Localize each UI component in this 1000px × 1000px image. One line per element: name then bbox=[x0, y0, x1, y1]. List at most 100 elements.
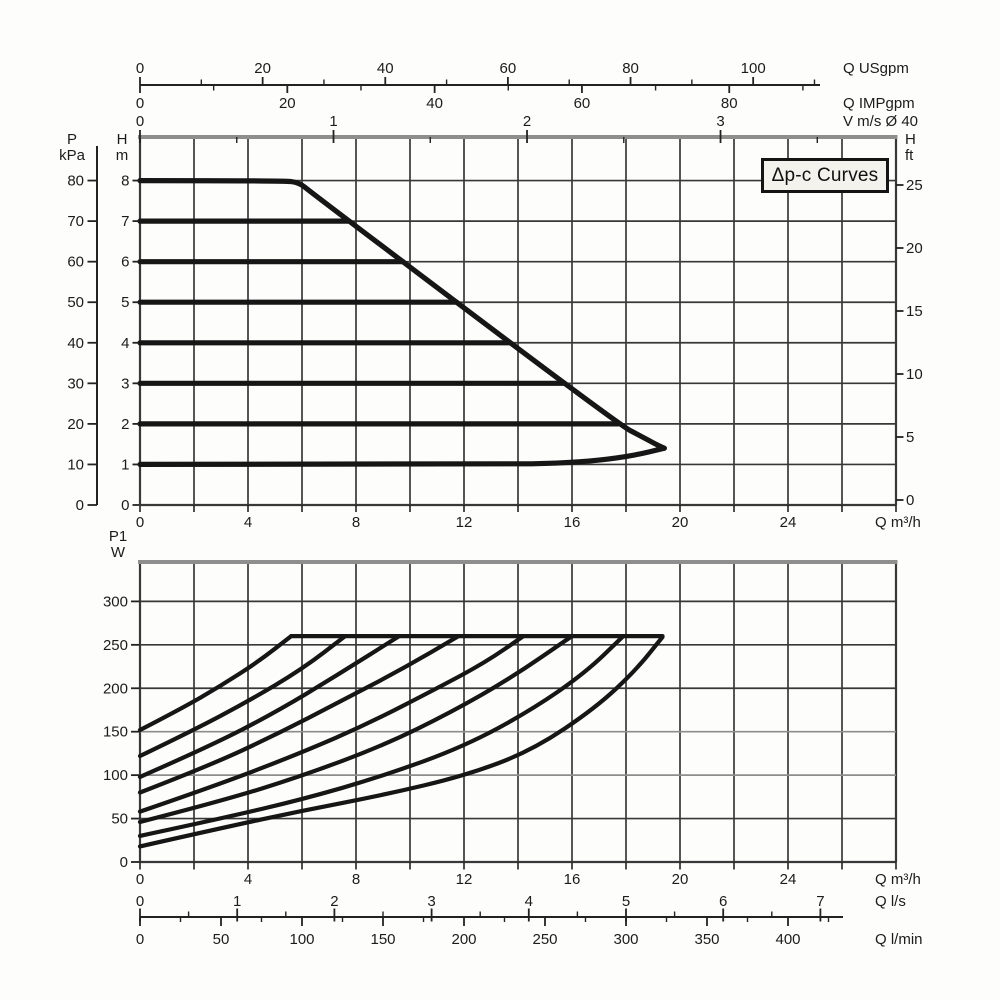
svg-text:3: 3 bbox=[716, 113, 724, 130]
svg-text:100: 100 bbox=[289, 931, 314, 948]
svg-text:0: 0 bbox=[136, 60, 144, 77]
svg-text:12: 12 bbox=[456, 871, 473, 888]
svg-text:30: 30 bbox=[67, 375, 84, 392]
svg-text:0: 0 bbox=[136, 871, 144, 888]
svg-text:0: 0 bbox=[120, 854, 128, 871]
svg-text:0: 0 bbox=[136, 113, 144, 130]
svg-text:8: 8 bbox=[352, 871, 360, 888]
curve-p1-h7 bbox=[137, 634, 348, 759]
curve-p1-h4 bbox=[137, 634, 526, 814]
svg-text:24: 24 bbox=[780, 514, 797, 531]
svg-text:3: 3 bbox=[427, 893, 435, 910]
svg-text:4: 4 bbox=[525, 893, 533, 910]
svg-text:2: 2 bbox=[523, 113, 531, 130]
svg-text:Q m³/h: Q m³/h bbox=[875, 871, 921, 888]
svg-text:3: 3 bbox=[121, 375, 129, 392]
svg-text:Q l/s: Q l/s bbox=[875, 893, 906, 910]
svg-text:6: 6 bbox=[121, 254, 129, 271]
head-axis-unit-right: ft bbox=[905, 147, 914, 164]
svg-text:0: 0 bbox=[76, 497, 84, 514]
svg-text:25: 25 bbox=[906, 177, 923, 194]
curve-p1-h2 bbox=[137, 634, 626, 838]
svg-text:4: 4 bbox=[121, 335, 129, 352]
svg-text:Q m³/h: Q m³/h bbox=[875, 514, 921, 531]
svg-text:150: 150 bbox=[103, 724, 128, 741]
svg-text:V m/s Ø 40: V m/s Ø 40 bbox=[843, 113, 918, 130]
svg-text:10: 10 bbox=[906, 366, 923, 383]
svg-text:60: 60 bbox=[500, 60, 517, 77]
svg-text:400: 400 bbox=[775, 931, 800, 948]
head-axis-symbol-right: H bbox=[905, 131, 916, 148]
svg-text:16: 16 bbox=[564, 514, 581, 531]
svg-text:200: 200 bbox=[451, 931, 476, 948]
svg-text:50: 50 bbox=[67, 294, 84, 311]
head-axis-header-left: H m bbox=[107, 132, 137, 164]
svg-text:0: 0 bbox=[121, 497, 129, 514]
power-axis-unit: W bbox=[110, 544, 126, 561]
curve-p1-h1 bbox=[137, 634, 665, 849]
svg-text:20: 20 bbox=[672, 514, 689, 531]
svg-text:4: 4 bbox=[244, 514, 252, 531]
svg-text:0: 0 bbox=[136, 95, 144, 112]
svg-text:60: 60 bbox=[574, 95, 591, 112]
svg-text:100: 100 bbox=[741, 60, 766, 77]
svg-text:12: 12 bbox=[456, 514, 473, 531]
svg-text:300: 300 bbox=[613, 931, 638, 948]
svg-text:40: 40 bbox=[377, 60, 394, 77]
curve-p1-h3 bbox=[137, 634, 575, 825]
svg-text:0: 0 bbox=[136, 893, 144, 910]
svg-text:80: 80 bbox=[622, 60, 639, 77]
svg-text:16: 16 bbox=[564, 871, 581, 888]
svg-text:5: 5 bbox=[906, 429, 914, 446]
svg-text:7: 7 bbox=[121, 213, 129, 230]
svg-text:350: 350 bbox=[694, 931, 719, 948]
dp-c-curves-label: Δp-c Curves bbox=[771, 164, 879, 186]
svg-text:40: 40 bbox=[426, 95, 443, 112]
pressure-axis-unit: kPa bbox=[59, 147, 85, 164]
svg-text:10: 10 bbox=[67, 456, 84, 473]
svg-text:100: 100 bbox=[103, 767, 128, 784]
svg-text:40: 40 bbox=[67, 335, 84, 352]
curve-p1-h8 bbox=[137, 634, 294, 733]
svg-text:300: 300 bbox=[103, 593, 128, 610]
svg-text:50: 50 bbox=[213, 931, 230, 948]
svg-text:70: 70 bbox=[67, 213, 84, 230]
svg-text:1: 1 bbox=[329, 113, 337, 130]
power-axis-symbol: P1 bbox=[108, 528, 128, 545]
svg-text:2: 2 bbox=[121, 416, 129, 433]
head-axis-header-right: H ft bbox=[905, 132, 935, 164]
svg-text:5: 5 bbox=[121, 294, 129, 311]
svg-text:4: 4 bbox=[244, 871, 252, 888]
svg-text:150: 150 bbox=[370, 931, 395, 948]
curve-h8-and-max-envelope bbox=[137, 178, 667, 451]
svg-text:2: 2 bbox=[330, 893, 338, 910]
dp-c-curves-label-box: Δp-c Curves bbox=[761, 158, 889, 193]
svg-text:0: 0 bbox=[136, 514, 144, 531]
svg-text:1: 1 bbox=[121, 456, 129, 473]
curve-p1-h5 bbox=[137, 634, 461, 795]
svg-text:20: 20 bbox=[67, 416, 84, 433]
svg-text:8: 8 bbox=[352, 514, 360, 531]
svg-text:15: 15 bbox=[906, 303, 923, 320]
svg-text:24: 24 bbox=[780, 871, 797, 888]
svg-text:20: 20 bbox=[254, 60, 271, 77]
svg-text:80: 80 bbox=[67, 173, 84, 190]
curve-p1-h6 bbox=[137, 634, 402, 779]
svg-text:0: 0 bbox=[136, 931, 144, 948]
svg-text:Q USgpm: Q USgpm bbox=[843, 60, 909, 77]
curve-h1-and-min-boundary bbox=[137, 445, 667, 467]
svg-text:50: 50 bbox=[111, 811, 128, 828]
head-axis-symbol-left: H bbox=[116, 131, 128, 148]
svg-text:20: 20 bbox=[279, 95, 296, 112]
head-axis-unit-left: m bbox=[115, 147, 129, 164]
pressure-axis-symbol: P bbox=[66, 131, 77, 148]
svg-text:0: 0 bbox=[906, 492, 914, 509]
svg-text:60: 60 bbox=[67, 254, 84, 271]
svg-text:20: 20 bbox=[672, 871, 689, 888]
svg-text:Q IMPgpm: Q IMPgpm bbox=[843, 95, 915, 112]
svg-text:20: 20 bbox=[906, 240, 923, 257]
svg-text:250: 250 bbox=[532, 931, 557, 948]
power-axis-header: P1 W bbox=[100, 529, 136, 561]
